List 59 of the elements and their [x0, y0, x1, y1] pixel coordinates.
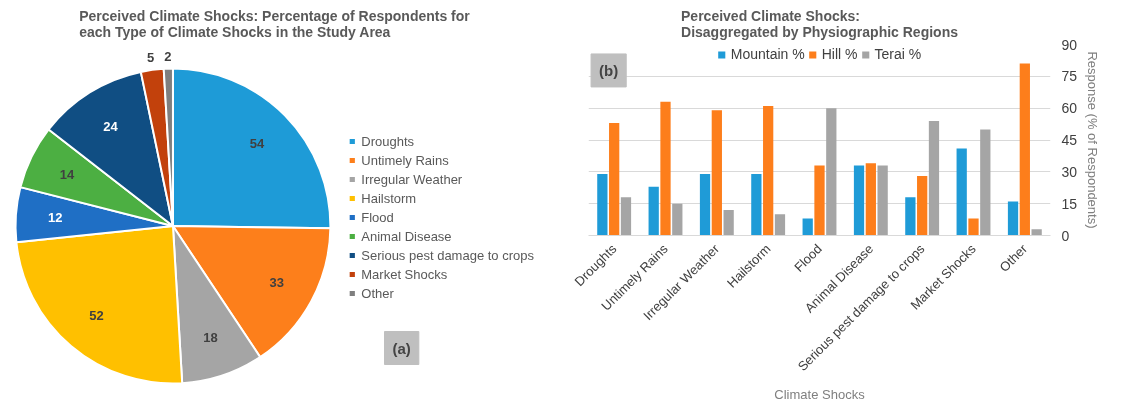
bar [1019, 63, 1030, 236]
bar [620, 197, 632, 236]
legend-label: Mountain % [730, 46, 805, 62]
legend-label: Other [361, 285, 394, 300]
bar [905, 197, 916, 236]
data-label: 18 [203, 330, 218, 346]
data-label: 14 [59, 166, 75, 182]
bar [672, 203, 683, 236]
data-label: 52 [89, 308, 104, 324]
bar [928, 120, 940, 236]
bar [648, 186, 659, 236]
bar [877, 165, 888, 236]
y-tick-label: 90 [1061, 36, 1078, 53]
data-label: 5 [146, 50, 155, 66]
bar [980, 129, 991, 236]
chart-title: Perceived Climate Shocks: Disaggregated by Physiographic Regions [681, 7, 959, 40]
bar [751, 173, 762, 236]
bar [917, 176, 928, 236]
y-tick-label: 0 [1061, 227, 1070, 244]
legend-label: Irregular Weather [361, 171, 463, 186]
data-label: 2 [164, 48, 172, 64]
y-tick-label: 45 [1061, 132, 1078, 148]
bar [763, 106, 774, 236]
bar [660, 101, 671, 236]
y-tick-label: 15 [1061, 195, 1078, 212]
y-tick-label: 30 [1061, 163, 1078, 180]
bar [1031, 229, 1042, 236]
x-axis-title: Climate Shocks [774, 387, 866, 403]
annotation: (b) [599, 61, 619, 79]
y-tick-label: 75 [1061, 68, 1078, 85]
legend-label: Flood [361, 209, 394, 224]
bar [956, 148, 967, 236]
bar [609, 123, 620, 236]
data-label: 24 [103, 118, 119, 134]
legend-label: Animal Disease [361, 228, 452, 243]
data-label: 33 [269, 274, 284, 290]
bar [853, 165, 865, 236]
legend-label: Droughts [361, 133, 415, 148]
bar [1007, 201, 1019, 236]
bar [968, 218, 979, 236]
chart-title: Perceived Climate Shocks: Percentage of Respondents for each Type of Climate Shocks in the Study Area [79, 7, 471, 40]
bar [597, 173, 608, 236]
data-label: 54 [249, 135, 266, 151]
y-tick-label: 60 [1061, 100, 1078, 117]
data-label: 12 [47, 209, 63, 225]
bar [826, 108, 837, 236]
text: (a) [392, 339, 411, 357]
bar [865, 163, 876, 236]
bar [814, 165, 825, 236]
legend-label: Hailstorm [361, 190, 417, 205]
bar [723, 210, 734, 236]
bar [711, 110, 722, 236]
legend-label: Hill % [821, 46, 858, 62]
y-axis-title: Response (% of Respondents) [1085, 51, 1101, 229]
bar [802, 218, 813, 236]
bar [699, 173, 711, 236]
legend-label: Untimely Rains [361, 152, 449, 167]
legend-label: Terai % [874, 46, 922, 62]
bar [774, 214, 786, 236]
